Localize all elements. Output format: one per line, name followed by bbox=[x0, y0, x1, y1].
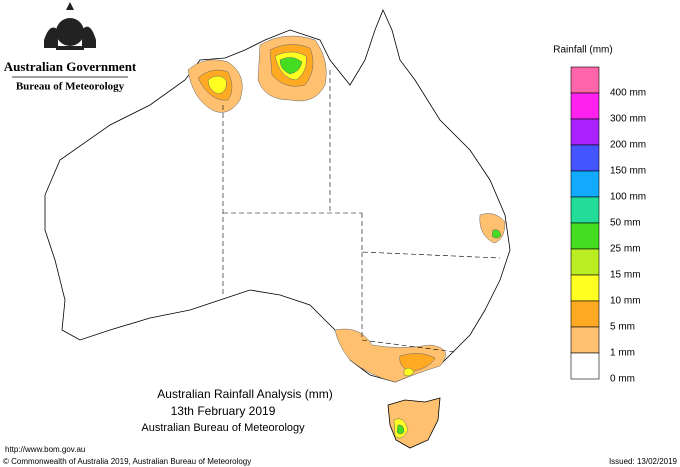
legend-swatch bbox=[570, 144, 600, 172]
legend: 400 mm 300 mm 200 mm 150 mm 100 mm 50 mm 25 mm… bbox=[570, 66, 646, 385]
legend-swatch bbox=[570, 300, 600, 328]
legend-label: 10 mm bbox=[610, 296, 641, 307]
legend-swatch bbox=[570, 66, 600, 94]
legend-swatch bbox=[570, 118, 600, 146]
legend-label: 100 mm bbox=[610, 192, 646, 203]
legend-label: 1 mm bbox=[610, 348, 635, 359]
legend-label: 0 mm bbox=[610, 374, 635, 385]
legend-swatch bbox=[570, 196, 600, 224]
footer-url: http://www.bom.gov.au bbox=[5, 445, 85, 454]
legend-label: 5 mm bbox=[610, 322, 635, 333]
legend-label: 400 mm bbox=[610, 88, 646, 99]
legend-swatch bbox=[570, 222, 600, 250]
legend-label: 300 mm bbox=[610, 114, 646, 125]
legend-swatch bbox=[570, 248, 600, 276]
legend-swatch bbox=[570, 326, 600, 354]
legend-title: Rainfall (mm) bbox=[553, 45, 612, 56]
state-borders bbox=[222, 70, 501, 353]
legend-label: 50 mm bbox=[610, 218, 641, 229]
legend-label: 15 mm bbox=[610, 270, 641, 281]
legend-swatch bbox=[570, 352, 600, 380]
tasmania-rain-heavy bbox=[396, 424, 405, 435]
legend-swatch bbox=[570, 170, 600, 198]
legend-swatch bbox=[570, 92, 600, 120]
legend-label: 150 mm bbox=[610, 166, 646, 177]
map-title: Australian Rainfall Analysis (mm) bbox=[157, 387, 332, 401]
legend-swatch bbox=[570, 274, 600, 302]
footer-issued: Issued: 13/02/2019 bbox=[609, 457, 678, 466]
legend-label: 200 mm bbox=[610, 140, 646, 151]
header-subtitle: Bureau of Meteorology bbox=[16, 81, 125, 93]
map-date: 13th February 2019 bbox=[171, 404, 276, 418]
map-source: Australian Bureau of Meteorology bbox=[141, 422, 305, 434]
crest bbox=[44, 2, 96, 50]
mainland bbox=[44, 8, 511, 383]
legend-label: 25 mm bbox=[610, 244, 641, 255]
rainfall-areas bbox=[187, 35, 506, 383]
header-title: Australian Government bbox=[4, 59, 137, 74]
footer-copyright: © Commonwealth of Australia 2019, Austra… bbox=[3, 457, 251, 466]
